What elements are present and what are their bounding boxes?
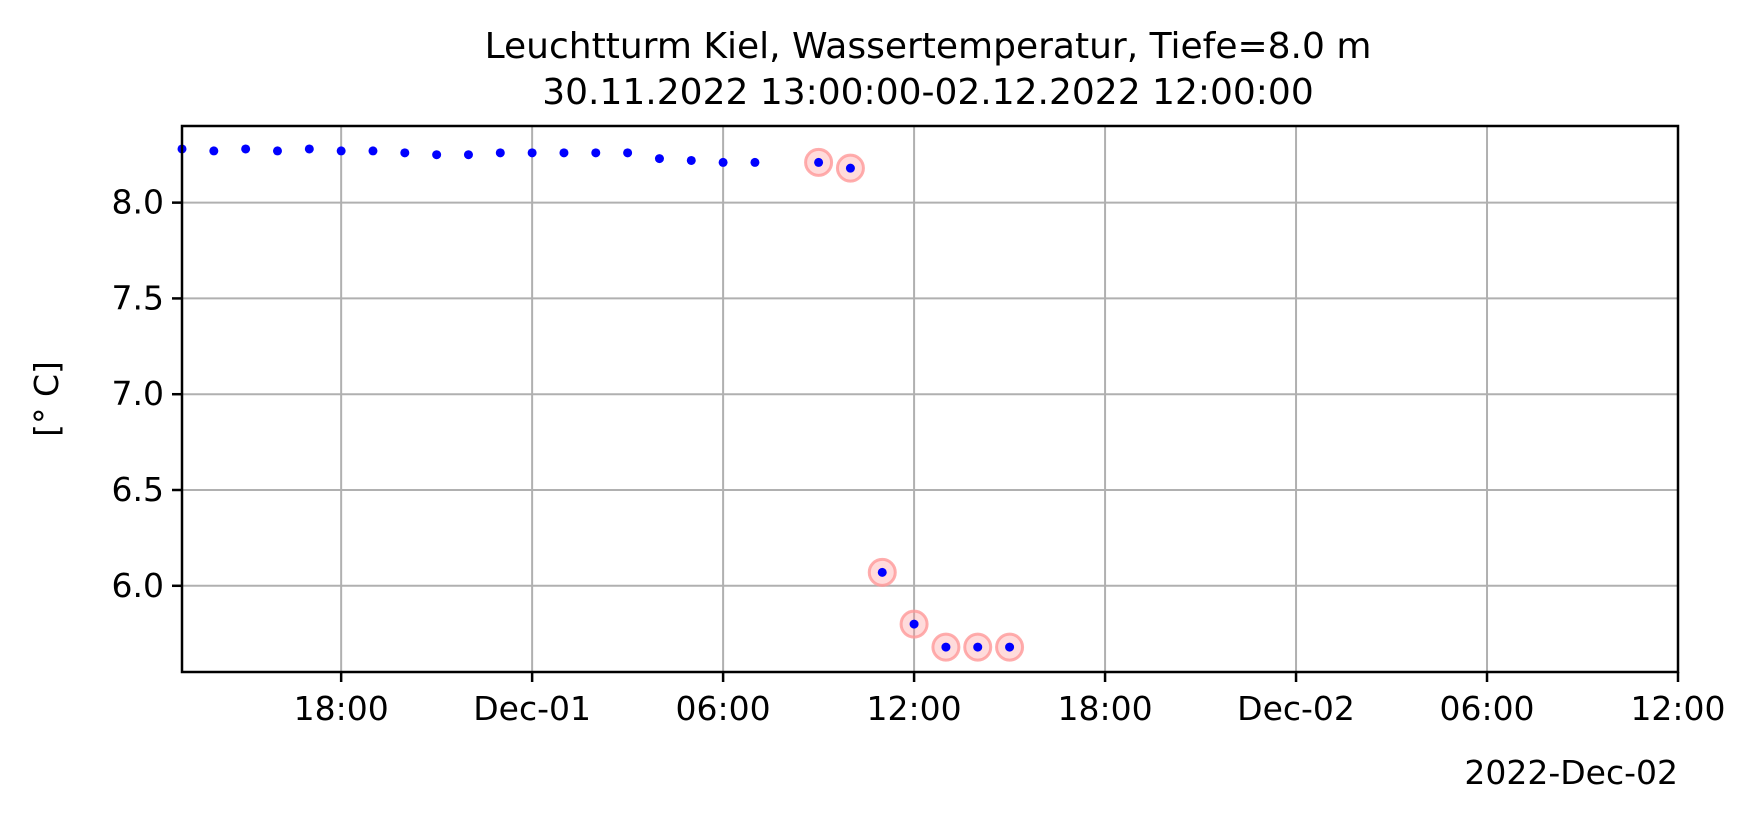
- data-point: [718, 157, 728, 167]
- data-point: [909, 619, 919, 629]
- x-tick-label: Dec-01: [473, 689, 591, 728]
- x-tick-label: 06:00: [1439, 689, 1534, 728]
- data-point: [623, 148, 633, 158]
- data-point: [1005, 642, 1015, 652]
- x-tick-label: 18:00: [1058, 689, 1153, 728]
- data-point: [368, 146, 378, 156]
- x-tick-label: 18:00: [294, 689, 389, 728]
- x-axis-offset-label: 2022-Dec-02: [1464, 753, 1678, 792]
- data-point: [527, 148, 537, 158]
- data-point: [591, 148, 601, 158]
- chart-subtitle: 30.11.2022 13:00:00-02.12.2022 12:00:00: [542, 72, 1314, 113]
- x-tick-label: 12:00: [1630, 689, 1725, 728]
- data-point: [463, 150, 473, 160]
- grid: [182, 126, 1679, 672]
- data-point: [973, 642, 983, 652]
- data-point: [209, 146, 219, 156]
- chart-title: Leuchtturm Kiel, Wassertemperatur, Tiefe…: [485, 26, 1372, 67]
- y-tick-label: 6.0: [112, 566, 164, 605]
- data-point: [432, 150, 442, 160]
- data-point: [654, 154, 664, 164]
- data-point: [495, 148, 505, 158]
- data-point: [400, 148, 410, 158]
- data-point: [241, 144, 251, 154]
- y-tick-label: 6.5: [112, 470, 164, 509]
- y-tick-label: 8.0: [112, 183, 164, 222]
- y-tick-label: 7.0: [112, 374, 164, 413]
- x-tick-label: 06:00: [676, 689, 771, 728]
- data-point: [304, 144, 314, 154]
- data-point: [877, 567, 887, 577]
- axis-ticks: 18:00 Dec-01 06:00 12:00 18:00 Dec-02 06:00 12:…: [112, 183, 1726, 728]
- y-tick-label: 7.5: [112, 278, 164, 317]
- data-point: [336, 146, 346, 156]
- data-point: [845, 163, 855, 173]
- data-point: [814, 157, 824, 167]
- y-axis-label: [° C]: [27, 361, 66, 437]
- data-point: [559, 148, 569, 158]
- x-tick-label: 12:00: [867, 689, 962, 728]
- data-point: [750, 157, 760, 167]
- data-point: [941, 642, 951, 652]
- plot-frame: [180, 124, 1680, 674]
- x-tick-label: Dec-02: [1237, 689, 1355, 728]
- data-points: [177, 144, 1025, 662]
- data-point: [272, 146, 282, 156]
- data-point: [686, 155, 696, 165]
